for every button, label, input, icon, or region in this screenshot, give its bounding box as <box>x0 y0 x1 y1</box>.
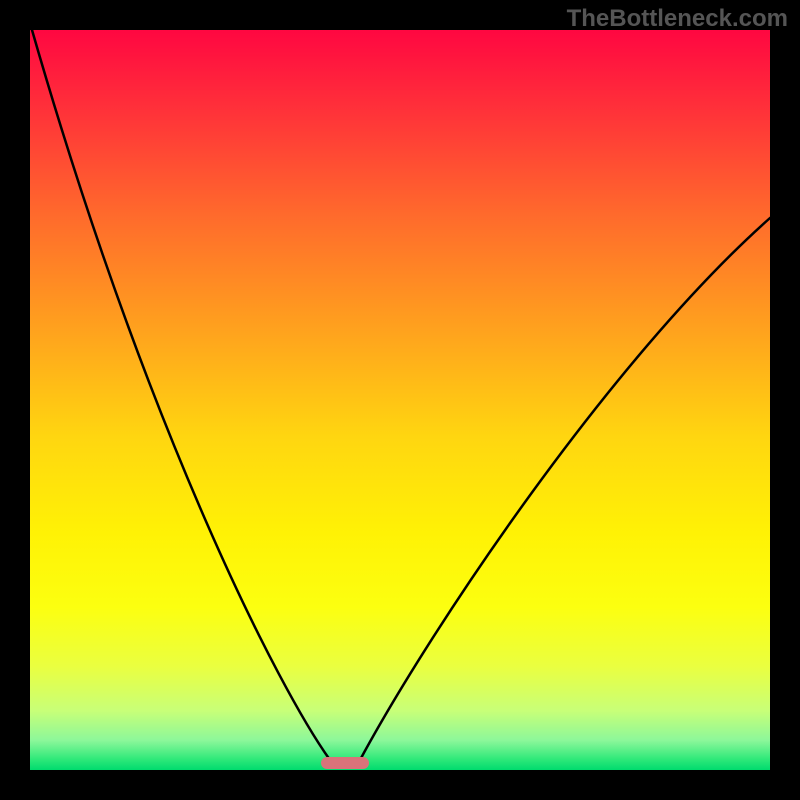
plot-area <box>30 30 770 770</box>
bottleneck-marker <box>321 757 369 769</box>
watermark-text: TheBottleneck.com <box>567 5 788 32</box>
bottleneck-chart: TheBottleneck.com <box>0 0 800 800</box>
